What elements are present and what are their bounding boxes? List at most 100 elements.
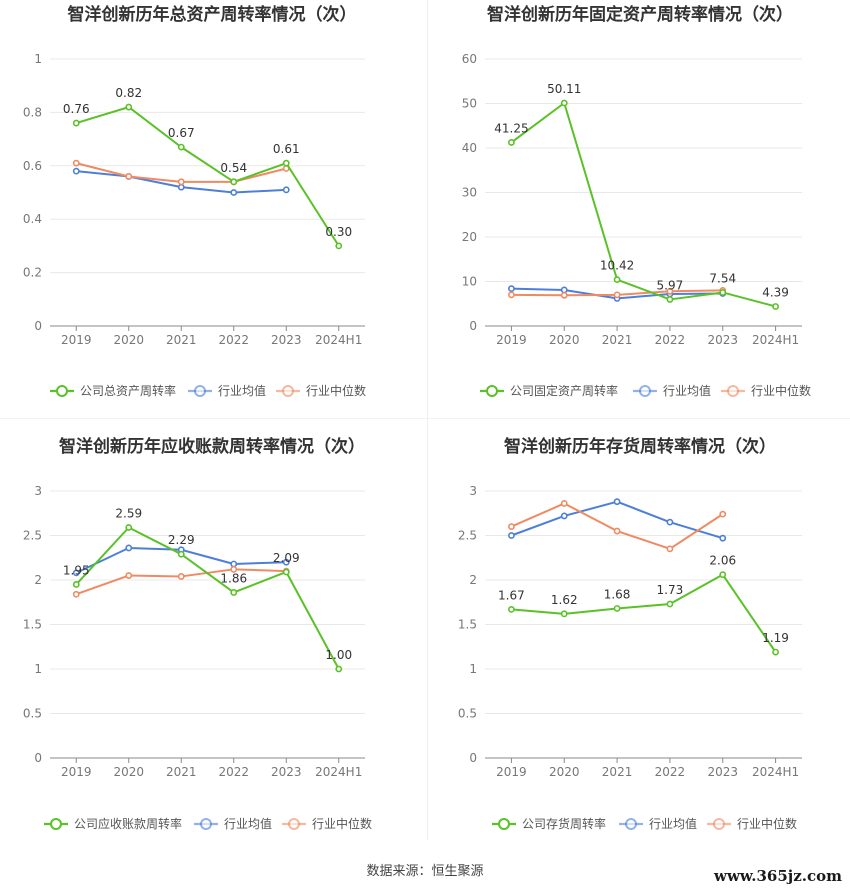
legend-label: 行业中位数 bbox=[306, 383, 366, 398]
legend-item-company: 公司存货周转率 bbox=[492, 816, 606, 831]
y-tick-label: 2 bbox=[34, 573, 42, 587]
data-source-note: 数据来源：恒生聚源 bbox=[366, 864, 484, 879]
data-point-company bbox=[230, 589, 238, 596]
y-tick-label: 60 bbox=[462, 52, 477, 66]
y-tick-label: 30 bbox=[462, 186, 477, 200]
x-tick-label: 2022 bbox=[218, 333, 249, 347]
legend-marker bbox=[486, 385, 498, 397]
legend-item-company: 公司总资产周转率 bbox=[50, 383, 176, 398]
legend-item-avg: 行业均值 bbox=[633, 383, 711, 398]
x-tick-label: 2020 bbox=[113, 333, 144, 347]
site-watermark: www.365jz.com bbox=[714, 867, 842, 885]
data-label: 1.19 bbox=[762, 631, 789, 645]
data-label: 0.61 bbox=[273, 142, 300, 156]
x-tick-label: 2019 bbox=[496, 765, 527, 779]
data-point-median bbox=[72, 159, 80, 167]
data-label: 2.09 bbox=[273, 551, 300, 565]
legend-marker bbox=[498, 818, 510, 830]
data-label: 1.73 bbox=[657, 583, 684, 597]
data-point-avg bbox=[125, 544, 133, 552]
y-tick-label: 1 bbox=[34, 662, 42, 676]
legend-label: 行业均值 bbox=[224, 816, 272, 831]
y-tick-label: 0.6 bbox=[23, 159, 42, 173]
data-point-median bbox=[508, 523, 515, 530]
x-tick-label: 2022 bbox=[218, 765, 249, 779]
data-point-company bbox=[613, 605, 621, 612]
series-line-median bbox=[511, 502, 724, 550]
data-point-avg bbox=[560, 512, 568, 520]
x-tick-label: 2020 bbox=[113, 765, 144, 779]
x-tick-label: 2019 bbox=[61, 765, 92, 779]
chart-panel-2: 智洋创新历年固定资产周转率情况（次） 0 10 20 30 40 50 60 2019 2020 2… bbox=[462, 4, 811, 398]
data-point-median bbox=[177, 178, 185, 186]
series-line-company bbox=[510, 102, 776, 308]
legend-label: 行业均值 bbox=[663, 383, 711, 398]
data-label: 0.76 bbox=[63, 102, 90, 116]
y-tick-label: 0.5 bbox=[23, 707, 42, 721]
data-label: 50.11 bbox=[547, 82, 581, 96]
data-point-avg bbox=[230, 189, 238, 196]
legend-item-avg: 行业均值 bbox=[619, 816, 697, 831]
y-tick-label: 1.5 bbox=[23, 618, 42, 632]
x-tick-label: 2019 bbox=[496, 333, 527, 347]
data-point-avg bbox=[72, 167, 80, 175]
legend-marker bbox=[288, 818, 300, 830]
data-point-company bbox=[125, 524, 133, 531]
panel-divider-horizontal bbox=[0, 418, 850, 419]
y-tick-label: 3 bbox=[34, 484, 42, 498]
data-label: 1.62 bbox=[551, 593, 578, 607]
y-tick-label: 2 bbox=[469, 573, 477, 587]
y-tick-label: 0 bbox=[469, 319, 477, 333]
data-point-company bbox=[772, 303, 779, 310]
legend-item-median: 行业中位数 bbox=[276, 383, 366, 398]
series-line-company bbox=[75, 526, 340, 670]
data-point-median bbox=[560, 500, 568, 507]
data-point-median bbox=[508, 291, 515, 299]
x-tick-label: 2021 bbox=[602, 765, 633, 779]
x-tick-label: 2024H1 bbox=[315, 333, 362, 347]
legend-item-median: 行业中位数 bbox=[707, 816, 797, 831]
data-point-median bbox=[125, 173, 133, 180]
data-label: 0.67 bbox=[168, 126, 195, 140]
series-line-company bbox=[75, 106, 340, 247]
y-tick-label: 0 bbox=[469, 751, 477, 765]
data-point-median bbox=[666, 545, 674, 553]
data-point-company bbox=[560, 610, 568, 618]
data-point-avg bbox=[177, 183, 185, 191]
data-point-median bbox=[72, 590, 80, 598]
data-label: 1.86 bbox=[220, 571, 247, 585]
data-point-company bbox=[72, 581, 80, 588]
x-tick-label: 2023 bbox=[707, 765, 738, 779]
data-point-avg bbox=[666, 518, 674, 526]
data-point-company bbox=[335, 242, 343, 250]
chart-title: 智洋创新历年应收账款周转率情况（次） bbox=[59, 436, 365, 457]
x-tick-label: 2023 bbox=[707, 333, 738, 347]
y-tick-label: 0.4 bbox=[23, 212, 42, 226]
series-line-company bbox=[511, 573, 777, 653]
data-point-median bbox=[666, 287, 674, 295]
data-point-avg bbox=[282, 186, 290, 194]
data-label: 0.30 bbox=[325, 225, 352, 239]
legend-marker bbox=[194, 385, 206, 397]
y-tick-label: 40 bbox=[462, 141, 477, 155]
legend-marker bbox=[282, 385, 294, 397]
legend-label: 行业中位数 bbox=[737, 816, 797, 831]
data-label: 7.54 bbox=[709, 271, 736, 285]
data-point-median bbox=[125, 572, 133, 579]
x-tick-label: 2024H1 bbox=[315, 765, 362, 779]
legend-marker bbox=[639, 385, 651, 397]
data-point-company bbox=[772, 648, 779, 656]
legend-item-median: 行业中位数 bbox=[721, 383, 811, 398]
data-point-company bbox=[177, 143, 185, 151]
y-tick-label: 0.2 bbox=[23, 266, 42, 280]
data-point-company bbox=[560, 99, 568, 107]
x-tick-label: 2023 bbox=[271, 765, 302, 779]
data-point-company bbox=[230, 178, 238, 186]
data-label: 1.67 bbox=[498, 588, 525, 602]
chart-panel-3: 智洋创新历年应收账款周转率情况（次） 0 0.5 1 1.5 2 2.5 3 2019 2020 2… bbox=[23, 436, 372, 831]
y-tick-label: 2.5 bbox=[23, 529, 42, 543]
data-point-company bbox=[282, 568, 290, 576]
data-point-avg bbox=[282, 558, 290, 566]
panel-divider-vertical bbox=[427, 0, 428, 840]
